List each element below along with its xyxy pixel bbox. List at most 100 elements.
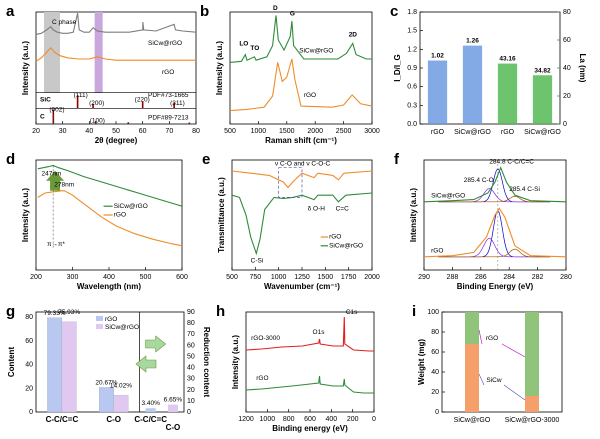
panel-h: h C1s O1s rGO-3000 rGO 1200 1000 800 600 400 200 0 B…: [216, 303, 376, 433]
rgo-label: rGO: [431, 247, 443, 254]
x-tick-label: 750: [249, 274, 261, 281]
y-tick-label: 60: [25, 338, 33, 345]
category-label: C-C/C=C: [134, 415, 167, 424]
panel-frame: [229, 11, 373, 125]
x-tick-label: 3000: [364, 128, 380, 135]
category-label: SiCw@rGO: [524, 129, 561, 136]
ftir-series-rGO: [231, 170, 373, 189]
x-axis-label: Raman shift (cm⁻¹): [265, 136, 337, 145]
x-tick-label: 40: [85, 128, 93, 135]
x-tick-label: 1000: [251, 128, 267, 135]
y-right-tick-label: 90: [187, 309, 195, 316]
c-phase-label: C phase: [52, 19, 77, 26]
o1s-label: O1s: [313, 329, 326, 336]
y-right-axis-label: Reduction content: [202, 327, 211, 398]
bar-reduction: [145, 408, 156, 412]
rgo-label: rGO: [486, 335, 498, 342]
sicw-rgo-label: SiCw@rGO: [431, 192, 465, 199]
panel-a: a C phase SiC C SiCw@rGO rGO PDF#73-1665 PDF#89…: [6, 3, 200, 145]
bar-value-label: 3.40%: [141, 400, 160, 407]
x-tick-label: 30: [59, 128, 67, 135]
csi-label: C-Si: [251, 257, 264, 264]
stacked-bar-rGO: [465, 312, 479, 344]
y-axis-label: I_D/I_G: [393, 54, 402, 82]
uv-series-rGO: [37, 190, 183, 247]
y-right-tick-label: 40: [187, 365, 195, 372]
shaded-region: [94, 12, 103, 93]
y-axis-label: Intensity (a.u.): [21, 188, 30, 243]
y-tick-label: 0.3: [407, 102, 417, 109]
y-right-tick-label: 50: [187, 353, 195, 360]
y-right-tick-label: 40: [563, 65, 571, 72]
category-label: SiCw@rGO: [454, 129, 491, 136]
pointer-line: [478, 329, 483, 345]
panel-label: d: [6, 151, 15, 168]
uv-series-SiCw@rGO: [37, 164, 183, 207]
fit-component: [438, 248, 551, 258]
y-tick-label: 0: [29, 409, 33, 416]
y-tick-label: 1.5: [407, 28, 417, 35]
x-tick-label: 1500: [318, 274, 334, 281]
sicw-label: SiCw: [486, 377, 501, 384]
highlight-box: [278, 167, 303, 198]
x-tick-label: 80: [192, 128, 200, 135]
panel-g: g 0 20 40 60 80 0 10 20 30 40 50 60 70 80 90 79.33%75.93…: [6, 303, 211, 432]
panel-frame: [423, 159, 567, 271]
shaded-region: [44, 12, 60, 93]
y-tick-label: 0: [435, 409, 439, 416]
x-tick-label: 400: [103, 274, 115, 281]
fit-component: [438, 195, 551, 203]
sicw-rgo-label: SiCw@rGO: [148, 40, 182, 47]
x-tick-label: 1000: [271, 274, 287, 281]
bar-value-label: 34.82: [534, 67, 551, 74]
panel-label: c: [390, 3, 398, 20]
x-axis-label: Wavenumber (cm⁻¹): [264, 282, 340, 291]
panel-label: g: [6, 303, 15, 320]
c-ref-label: C: [40, 113, 45, 120]
bar-value-label: 20.67%: [95, 379, 117, 386]
up-arrow: [46, 170, 65, 191]
bar-value-label: 79.33%: [44, 310, 66, 317]
panel-label: h: [216, 303, 225, 320]
fit-component: [438, 237, 551, 258]
peak-278-label: 278nm: [54, 181, 74, 188]
left-arrow: [135, 355, 157, 373]
x-tick-label: 500: [226, 274, 238, 281]
pdf-c-label: PDF#89-7213: [148, 115, 189, 122]
y-tick-label: 40: [431, 369, 439, 376]
right-arrow: [145, 335, 167, 353]
x-tick-label: 0: [372, 416, 376, 423]
panel-d: d 247nm 278nm π→π* SiCw@rGO rGO 200 300 400 500 60…: [6, 151, 188, 291]
x-tick-label: 1500: [279, 128, 295, 135]
doh-label: δ O-H: [308, 206, 326, 213]
bar-value-label: 43.16: [499, 56, 516, 63]
panel-label: f: [394, 151, 400, 168]
bar-value-label: 75.93%: [58, 309, 80, 316]
peak-247-label: 247nm: [41, 170, 61, 177]
bar-rGO: [99, 387, 114, 413]
y-axis-label: Transmittance (a.u.): [217, 177, 226, 253]
bar-reduction: [167, 404, 178, 412]
y-tick-label: 80: [431, 329, 439, 336]
bar-SiCw@rGO: [113, 395, 129, 413]
y-axis-label: Intensity (a.u.): [231, 335, 240, 390]
y-tick-label: 1.8: [407, 9, 417, 16]
ftir-series-SiCw@rGO: [231, 192, 373, 256]
panel-label: b: [200, 3, 209, 20]
x-tick-label: 50: [112, 128, 120, 135]
2d-band-label: 2D: [349, 32, 358, 39]
y-right-tick-label: 20: [563, 93, 571, 100]
peak-200-label: (200): [89, 100, 104, 107]
vco-label: ν C-O and ν C-O-C: [275, 161, 331, 168]
panel-frame: [441, 311, 563, 413]
x-tick-label: 2000: [307, 128, 323, 135]
x-tick-label: 60: [139, 128, 147, 135]
sicw-rgo-label: SiCw@rGO: [299, 47, 333, 54]
x-tick-label: 1200: [238, 416, 254, 423]
g-band-label: G: [290, 10, 295, 17]
panel-label: i: [412, 303, 416, 320]
x-tick-label: 290: [418, 274, 430, 281]
panel-f: f 284.8 C-C/C=C 285.4 C-O 285.4 C-Si SiCw@rG…: [394, 151, 572, 291]
x-tick-label: 300: [67, 274, 79, 281]
